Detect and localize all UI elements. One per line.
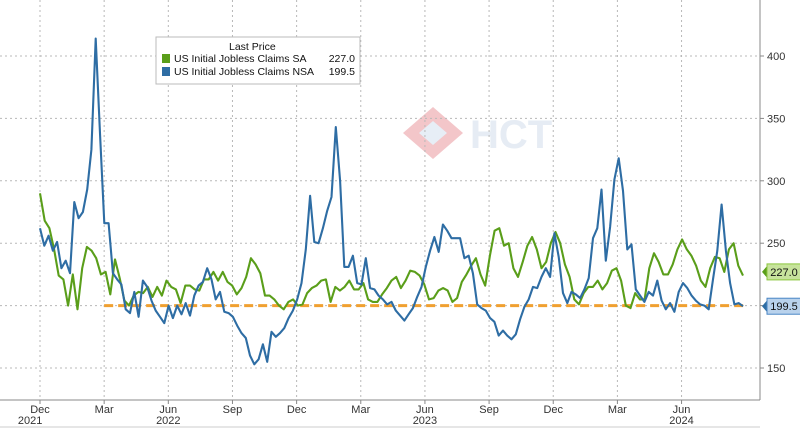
y-tick-label: 300 bbox=[767, 176, 785, 188]
legend-header: Last Price bbox=[229, 41, 276, 53]
end-tag-sa: 227.0 bbox=[762, 263, 800, 281]
series-line-sa bbox=[38, 193, 744, 311]
end-tag-box bbox=[766, 263, 800, 281]
series-layer bbox=[38, 37, 744, 366]
watermark-diamond-icon bbox=[403, 107, 463, 159]
x-tick-label: Mar bbox=[608, 404, 627, 416]
y-tick-label: 150 bbox=[767, 363, 785, 375]
end-tag-box bbox=[766, 297, 800, 315]
x-year-label: 2022 bbox=[156, 415, 180, 427]
series-line-nsa bbox=[38, 37, 744, 366]
legend-swatch-sa bbox=[162, 54, 170, 63]
x-tick-label: Dec bbox=[287, 404, 307, 416]
x-tick-label: Dec bbox=[30, 404, 50, 416]
x-tick-label: Mar bbox=[95, 404, 114, 416]
legend-value-sa: 227.0 bbox=[329, 53, 355, 65]
x-year-label: 2021 bbox=[18, 415, 42, 427]
legend: Last Price US Initial Jobless Claims SA … bbox=[155, 36, 361, 85]
y-tick-label: 350 bbox=[767, 113, 785, 125]
x-tick-label: Jun bbox=[416, 404, 434, 416]
x-year-label: 2024 bbox=[669, 415, 693, 427]
x-tick-label: Dec bbox=[543, 404, 563, 416]
end-tag-label: 199.5 bbox=[770, 301, 798, 313]
end-tag-label: 227.0 bbox=[770, 267, 798, 279]
legend-label-sa: US Initial Jobless Claims SA bbox=[174, 53, 306, 65]
x-year-label: 2023 bbox=[413, 415, 437, 427]
legend-swatch-nsa bbox=[162, 67, 170, 76]
x-tick-label: Mar bbox=[351, 404, 370, 416]
x-axis: Dec Mar Jun Sep Dec Mar Jun Sep Dec Mar Jun 2021 202… bbox=[0, 399, 760, 428]
legend-box bbox=[155, 36, 361, 85]
x-tick-label: Sep bbox=[223, 404, 243, 416]
y-tick-label: 250 bbox=[767, 238, 785, 250]
y-tick-label: 400 bbox=[767, 51, 785, 63]
end-tag-nsa: 199.5 bbox=[762, 297, 800, 315]
legend-label-nsa: US Initial Jobless Claims NSA bbox=[174, 66, 314, 78]
x-tick-label: Sep bbox=[479, 404, 499, 416]
x-tick-label: Jun bbox=[159, 404, 177, 416]
watermark: HCT bbox=[403, 107, 552, 159]
legend-value-nsa: 199.5 bbox=[329, 66, 355, 78]
x-tick-label: Jun bbox=[673, 404, 691, 416]
end-value-tags: 227.0 199.5 bbox=[762, 263, 800, 315]
watermark-text: HCT bbox=[470, 113, 552, 157]
